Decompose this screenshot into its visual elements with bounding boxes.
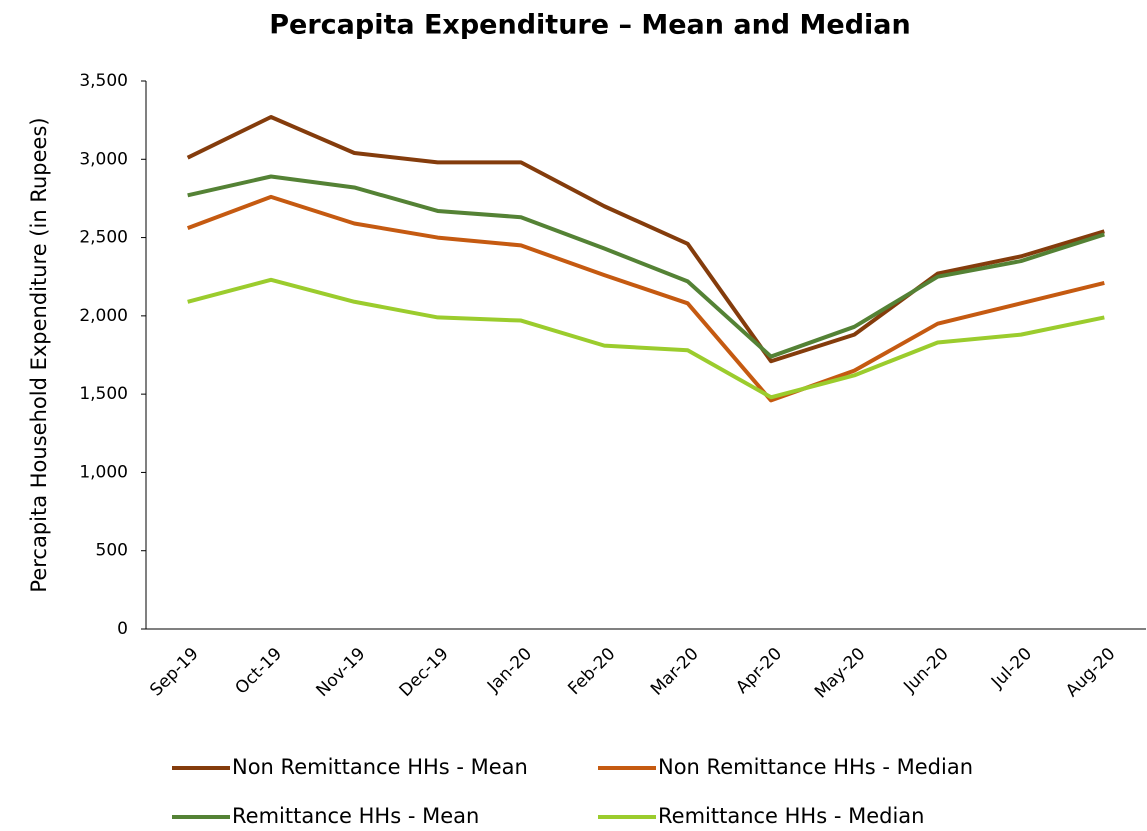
x-tick-label: Dec-19 (396, 644, 453, 701)
y-tick-label: 1,500 (79, 384, 128, 404)
series-line (187, 277, 1105, 400)
x-tick-label: Sep-19 (146, 644, 202, 700)
x-tick-label: Jun-20 (899, 644, 952, 697)
x-tick-label: Apr-20 (732, 644, 786, 698)
y-tick-label: 1,000 (79, 462, 128, 482)
legend-label: Remittance HHs - Mean (232, 804, 479, 828)
x-tick-label: Jul-20 (987, 644, 1036, 693)
y-axis-label: Percapita Household Expenditure (in Rupe… (27, 117, 51, 592)
x-tick-label: May-20 (811, 644, 869, 702)
y-tick-label: 3,500 (79, 71, 128, 91)
x-tick-label: Oct-19 (232, 644, 287, 699)
y-tick-label: 2,500 (79, 228, 128, 248)
legend-label: Remittance HHs - Median (658, 804, 924, 828)
y-tick-label: 500 (96, 541, 128, 561)
y-tick-label: 2,000 (79, 306, 128, 326)
y-tick-label: 3,000 (79, 149, 128, 169)
x-tick-label: Nov-19 (312, 644, 369, 701)
y-tick-label: 0 (117, 619, 128, 639)
x-tick-label: Feb-20 (564, 644, 619, 699)
series-line (186, 115, 1105, 364)
series-line (186, 194, 1105, 403)
chart-title: Percapita Expenditure – Mean and Median (269, 10, 911, 41)
legend-label: Non Remittance HHs - Mean (232, 755, 528, 779)
x-tick-label: Aug-20 (1062, 644, 1119, 701)
legend-label: Non Remittance HHs - Median (658, 755, 973, 779)
x-tick-label: Jan-20 (483, 644, 536, 697)
series-line (187, 174, 1105, 359)
x-tick-label: Mar-20 (647, 644, 703, 700)
